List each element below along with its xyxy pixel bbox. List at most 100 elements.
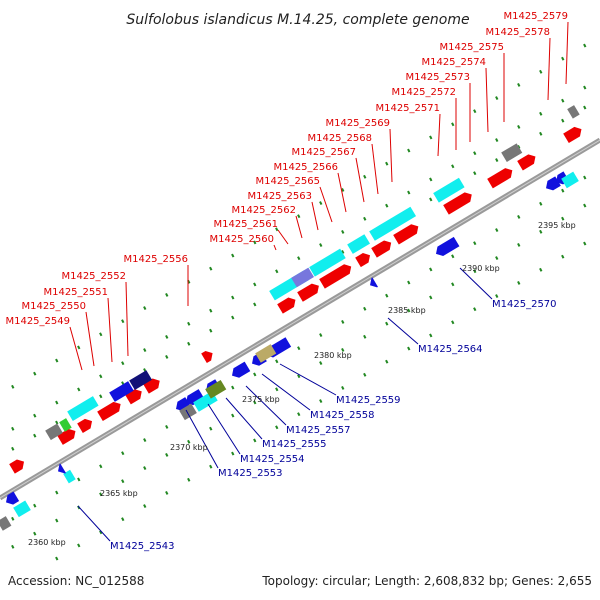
reverse-gene-label: M1425_2564 — [418, 344, 483, 355]
olive-gene-box — [205, 379, 227, 399]
reverse-gene-arrow — [58, 463, 66, 474]
tick-mark — [407, 190, 411, 195]
reverse-leader-line — [245, 385, 287, 426]
gray-gene-box — [45, 423, 63, 441]
tick-mark — [275, 269, 279, 274]
forward-gene-arrow — [97, 401, 121, 422]
tick-mark — [209, 266, 213, 271]
tick-mark — [143, 438, 147, 443]
tick-mark — [341, 385, 345, 390]
reverse-gene-label: M1425_2559 — [336, 395, 401, 406]
tick-mark — [429, 197, 433, 202]
cyan-gene-box — [433, 177, 465, 203]
forward-gene-label: M1425_2568 — [307, 133, 372, 144]
forward-leader-line — [437, 113, 441, 157]
forward-gene-arrow-shape — [97, 401, 121, 422]
gray-gene-box-shape — [501, 143, 523, 163]
tick-mark — [561, 118, 565, 123]
forward-gene-label: M1425_2562 — [231, 205, 296, 216]
tick-mark — [363, 216, 367, 221]
tick-mark — [187, 341, 191, 346]
tick-mark — [121, 361, 125, 366]
reverse-gene-arrow-shape — [232, 361, 251, 378]
reverse-leader-line — [77, 505, 111, 542]
tick-mark — [77, 543, 81, 548]
tick-mark — [473, 151, 477, 156]
reverse-gene-label: M1425_2557 — [286, 425, 351, 436]
forward-gene-label: M1425_2578 — [485, 27, 550, 38]
tick-mark — [539, 111, 543, 116]
forward-gene-label: M1425_2551 — [43, 287, 108, 298]
cyan-gene-box — [63, 469, 76, 484]
tick-mark — [231, 253, 235, 258]
tick-mark — [253, 302, 257, 307]
map-title: Sulfolobus islandicus M.14.25, complete … — [126, 12, 469, 28]
tick-mark — [297, 256, 301, 261]
tick-mark — [253, 372, 257, 377]
tick-mark — [11, 384, 15, 389]
forward-gene-arrow-shape — [487, 168, 513, 189]
cyan-gene-box — [561, 171, 579, 189]
leader-lines-layer — [69, 21, 569, 542]
tick-mark — [539, 267, 543, 272]
tick-mark — [341, 319, 345, 324]
cyan-gene-box-shape — [369, 206, 417, 241]
tick-mark — [187, 321, 191, 326]
blue-gene-box — [109, 381, 134, 402]
axis-tick-label: 2395 kbp — [538, 221, 576, 230]
tick-mark — [451, 122, 455, 127]
tick-mark — [363, 372, 367, 377]
gray-gene-box-shape — [0, 516, 12, 531]
tick-mark — [275, 387, 279, 392]
tick-mark — [253, 400, 257, 405]
reverse-gene-arrow — [6, 491, 20, 505]
forward-gene-arrow-shape — [517, 154, 536, 171]
forward-leader-line — [337, 172, 347, 213]
tick-mark — [33, 413, 37, 418]
green-gene-box-shape — [59, 418, 72, 432]
forward-gene-label: M1425_2561 — [213, 219, 278, 230]
tick-mark — [165, 425, 169, 429]
reverse-gene-label: M1425_2554 — [240, 454, 305, 465]
forward-gene-arrow-shape — [277, 297, 296, 314]
tick-mark — [165, 355, 169, 359]
cyan-gene-box — [369, 206, 417, 241]
forward-gene-arrow — [487, 168, 513, 189]
navy-gene-box-shape — [129, 370, 152, 390]
purple-gene-box — [291, 267, 314, 288]
tick-mark — [275, 359, 279, 364]
tick-mark — [429, 295, 433, 300]
tick-mark — [297, 374, 301, 379]
tick-mark — [495, 256, 499, 261]
forward-gene-arrow — [563, 126, 582, 144]
tick-mark — [495, 158, 499, 163]
tick-mark — [209, 464, 213, 469]
tick-mark — [583, 203, 587, 208]
tick-mark — [33, 531, 37, 536]
tick-mark — [341, 229, 345, 234]
tick-mark — [539, 69, 543, 74]
forward-gene-arrow-shape — [297, 283, 319, 302]
tick-mark — [297, 412, 301, 417]
tick-mark — [209, 308, 213, 313]
forward-gene-arrow — [355, 253, 371, 268]
forward-gene-label: M1425_2556 — [123, 254, 188, 265]
tick-mark — [143, 348, 147, 353]
tick-mark — [583, 105, 587, 110]
tick-mark — [143, 504, 147, 509]
tick-mark — [473, 171, 477, 176]
reverse-leader-line — [225, 397, 263, 440]
tick-mark — [385, 203, 389, 208]
axis-tick-label: 2385 kbp — [388, 306, 426, 315]
tick-mark — [539, 229, 543, 234]
forward-gene-label: M1425_2571 — [375, 103, 440, 114]
cyan-gene-box-shape — [347, 234, 370, 254]
tick-mark — [363, 334, 367, 339]
reverse-gene-label: M1425_2555 — [262, 439, 327, 450]
reverse-leader-line — [279, 363, 337, 396]
forward-gene-arrow-shape — [443, 192, 472, 215]
khaki-gene-box-shape — [255, 344, 277, 363]
tick-mark — [187, 439, 191, 444]
axis-tick-label: 2375 kbp — [242, 395, 280, 404]
